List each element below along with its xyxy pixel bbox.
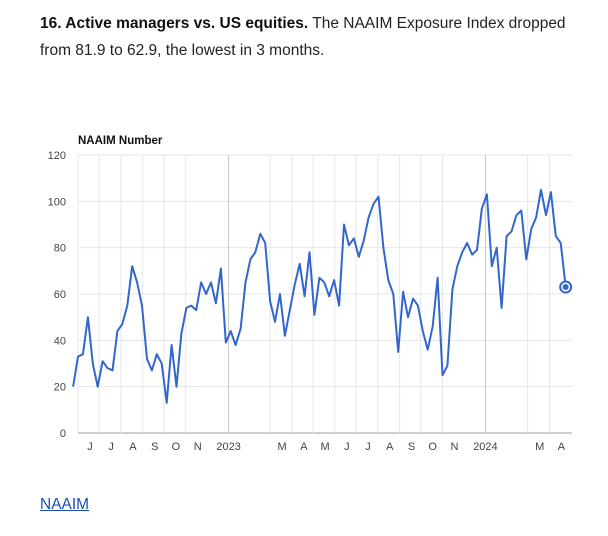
x-tick-label: 2024 bbox=[473, 441, 497, 453]
x-tick-label: A bbox=[300, 441, 308, 453]
y-tick-label: 100 bbox=[48, 196, 66, 208]
x-tick-label: M bbox=[320, 441, 329, 453]
x-tick-label: J bbox=[344, 441, 350, 453]
x-tick-label: N bbox=[194, 441, 202, 453]
x-axis: J J A S O N 2023 M A M J J A S O N 2024 M A bbox=[87, 441, 566, 453]
x-tick-label: O bbox=[428, 441, 437, 453]
x-tick-label: S bbox=[151, 441, 158, 453]
x-tick-label: S bbox=[408, 441, 415, 453]
y-tick-label: 120 bbox=[48, 150, 66, 162]
x-tick-label: A bbox=[129, 441, 137, 453]
y-tick-label: 20 bbox=[54, 382, 66, 394]
source-link[interactable]: NAAIM bbox=[40, 496, 90, 513]
chart-caption: 16. Active managers vs. US equities. The… bbox=[40, 10, 600, 64]
x-tick-label: M bbox=[278, 441, 287, 453]
x-tick-label: J bbox=[108, 441, 114, 453]
y-tick-label: 0 bbox=[60, 428, 66, 440]
naaim-series-line bbox=[72, 188, 567, 404]
x-tick-label: N bbox=[451, 441, 459, 453]
x-tick-label: 2023 bbox=[216, 441, 240, 453]
y-axis: 0 20 40 60 80 100 120 bbox=[48, 150, 66, 440]
caption-title: 16. Active managers vs. US equities. bbox=[40, 15, 309, 32]
y-tick-label: 60 bbox=[54, 289, 66, 301]
y-axis-title: NAAIM Number bbox=[78, 135, 163, 147]
last-point-marker bbox=[562, 284, 569, 291]
naaim-chart: 0 20 40 60 80 100 120 J J A S O N 2023 M A M J J A S O N 2024 M… bbox=[36, 128, 596, 458]
caption-text: The NAAIM Exposure Index dropped from 81… bbox=[40, 15, 566, 59]
x-tick-label: A bbox=[386, 441, 394, 453]
x-tick-label: A bbox=[558, 441, 566, 453]
series-layer bbox=[72, 188, 573, 404]
x-tick-label: O bbox=[172, 441, 181, 453]
x-tick-label: M bbox=[535, 441, 544, 453]
x-tick-label: J bbox=[87, 441, 93, 453]
gridlines bbox=[77, 154, 572, 434]
y-tick-label: 40 bbox=[54, 335, 66, 347]
y-tick-label: 80 bbox=[54, 243, 66, 255]
x-tick-label: J bbox=[365, 441, 371, 453]
